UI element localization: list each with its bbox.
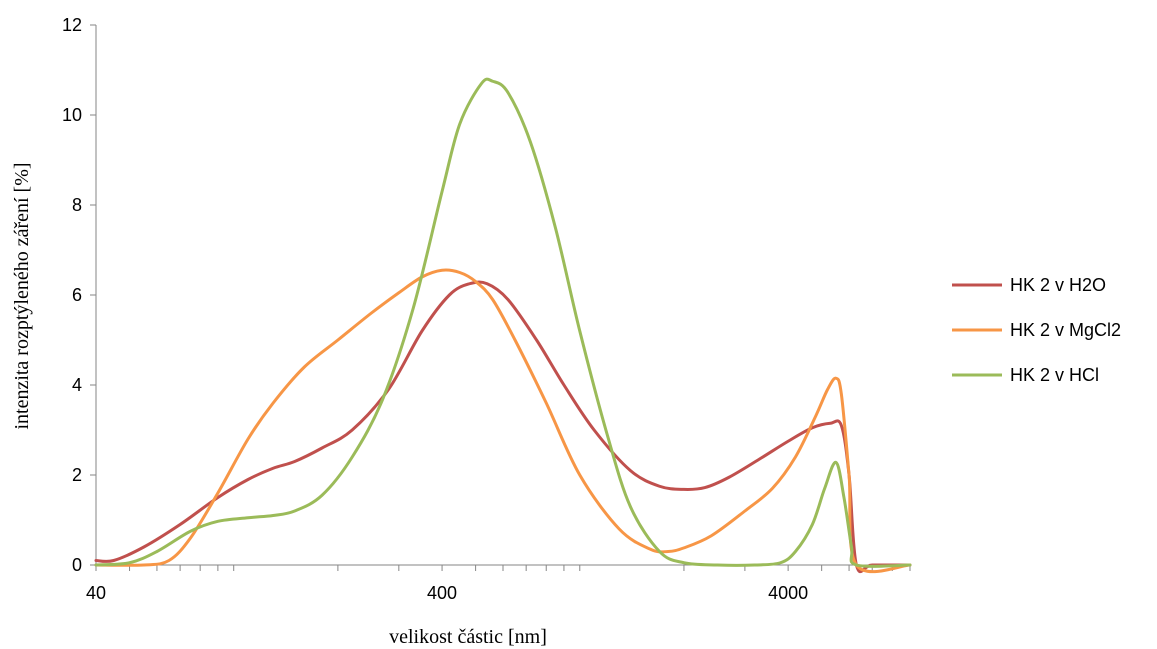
legend-label-1: HK 2 v H2O [1010,275,1106,295]
y-tick-label: 6 [72,285,82,305]
x-tick-label: 4000 [768,583,808,603]
series-line-1 [94,280,912,574]
y-tick-label: 0 [72,555,82,575]
series-line-2 [94,268,912,574]
plot-area [94,77,912,574]
x-tick-label: 40 [86,583,106,603]
y-tick-label: 2 [72,465,82,485]
x-axis-title: velikost částic [nm] [389,626,547,648]
legend-label-2: HK 2 v MgCl2 [1010,320,1121,340]
axes: 0 2 4 6 8 10 12 40 400 4000 [62,15,911,603]
y-tick-label: 12 [62,15,82,35]
y-tick-label: 8 [72,195,82,215]
x-tick-label: 400 [427,583,457,603]
y-tick-label: 10 [62,105,82,125]
series-line-3 [94,77,912,568]
legend: HK 2 v H2O HK 2 v MgCl2 HK 2 v HCl [952,275,1121,385]
legend-label-3: HK 2 v HCl [1010,365,1099,385]
y-axis-title: intenzita rozptýleného záření [%] [11,162,33,429]
y-tick-label: 4 [72,375,82,395]
